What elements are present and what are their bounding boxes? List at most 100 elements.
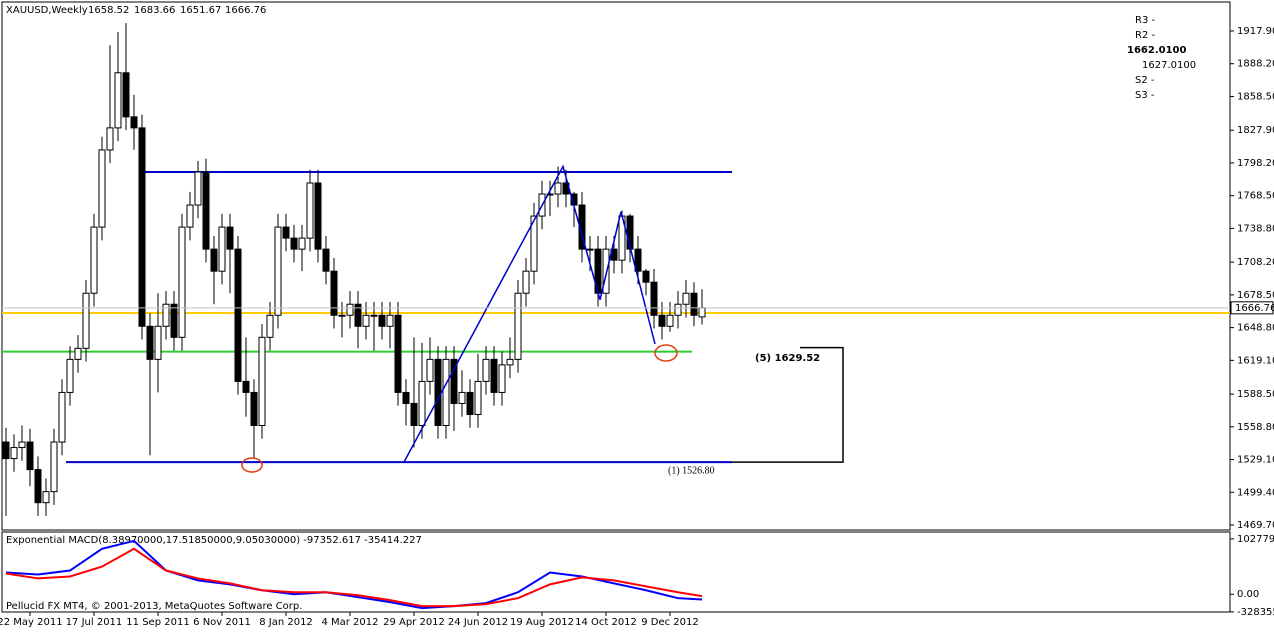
- footer: Pellucid FX MT4, © 2001-2013, MetaQuotes…: [6, 601, 302, 612]
- ohlc-close: 1666.76: [225, 5, 266, 16]
- y-tick-label: 1768.50: [1237, 191, 1274, 202]
- candle-body: [170, 303, 178, 338]
- candle-body: [490, 358, 498, 393]
- candle-body: [122, 72, 130, 118]
- candle-body: [322, 248, 330, 272]
- y-tick-label: 1588.50: [1237, 389, 1274, 400]
- y-tick-label: 1469.70: [1237, 520, 1274, 531]
- candle-body: [26, 441, 34, 471]
- y-tick-label: 1827.90: [1237, 125, 1274, 136]
- candle-body: [378, 314, 386, 327]
- ohlc-high: 1683.66: [134, 5, 175, 16]
- x-tick-label: 22 May 2011: [0, 617, 63, 628]
- candle-body: [530, 215, 538, 272]
- y-tick-label: 1648.80: [1237, 323, 1274, 334]
- candle-body: [586, 248, 594, 251]
- candle-body: [698, 307, 706, 318]
- annotation: (1) 1526.80: [668, 465, 715, 476]
- candle-body: [82, 292, 90, 349]
- candle-body: [474, 380, 482, 415]
- candle-body: [306, 182, 314, 239]
- candle-body: [506, 358, 514, 366]
- candle-body: [146, 325, 154, 360]
- candle-body: [522, 270, 530, 294]
- x-tick-label: 17 Jul 2011: [66, 617, 123, 628]
- y-tick-label: 1499.40: [1237, 487, 1274, 498]
- candle-body: [58, 391, 66, 443]
- x-tick-label: 6 Nov 2011: [193, 617, 251, 628]
- y-tick-label: 1678.50: [1237, 290, 1274, 301]
- pivot-label: 1627.0100: [1142, 60, 1196, 71]
- macd-title: Exponential MACD(8.38970000,17.51850000,…: [6, 535, 422, 546]
- macd-line: [5, 547, 703, 608]
- candle-body: [482, 358, 490, 382]
- candle-body: [330, 270, 338, 316]
- candle-body: [450, 358, 458, 404]
- y-tick-label: 1917.90: [1237, 26, 1274, 37]
- candle-body: [50, 441, 58, 493]
- candle-body: [258, 336, 266, 427]
- y-tick-label: 1708.20: [1237, 257, 1274, 268]
- candle-body: [18, 441, 26, 449]
- pivot-label: 1662.0100: [1127, 45, 1187, 56]
- candle-body: [314, 182, 322, 250]
- candle-body: [226, 226, 234, 250]
- candle-body: [370, 314, 378, 317]
- x-tick-label: 4 Mar 2012: [321, 617, 378, 628]
- candle-body: [458, 391, 466, 404]
- candle-body: [234, 248, 242, 382]
- candle-body: [674, 303, 682, 316]
- candle-body: [410, 402, 418, 427]
- candle-body: [242, 380, 250, 393]
- y-tick-label: 1738.80: [1237, 223, 1274, 234]
- y-tick-label: 1798.20: [1237, 158, 1274, 169]
- x-tick-label: 14 Oct 2012: [575, 617, 637, 628]
- candle-body: [266, 314, 274, 338]
- candle-body: [154, 325, 162, 360]
- pivot-label: R2 -: [1135, 30, 1155, 41]
- candle-body: [298, 237, 306, 250]
- candle-body: [578, 204, 586, 250]
- candle-body: [42, 491, 50, 504]
- candle-body: [642, 270, 650, 283]
- annotation: (5) 1629.52: [755, 353, 820, 364]
- y-tick-label: 1619.10: [1237, 355, 1274, 366]
- candle-body: [514, 292, 522, 360]
- candle-body: [690, 292, 698, 316]
- candle-body: [162, 303, 170, 327]
- candle-body: [498, 364, 506, 393]
- y-tick-label: 1888.20: [1237, 59, 1274, 70]
- candle-body: [402, 391, 410, 404]
- candle-body: [434, 358, 442, 427]
- candle-body: [34, 469, 42, 504]
- candle-body: [98, 149, 106, 228]
- candle-body: [362, 314, 370, 327]
- candle-body: [66, 358, 74, 393]
- x-tick-label: 29 Apr 2012: [383, 617, 445, 628]
- candle-body: [186, 204, 194, 228]
- y-tick-label: 1858.50: [1237, 91, 1274, 102]
- candle-body: [130, 116, 138, 129]
- pivot-label: S2 -: [1135, 75, 1155, 86]
- candle-body: [274, 226, 282, 316]
- candle-body: [346, 303, 354, 316]
- candle-body: [666, 314, 674, 327]
- x-tick-label: 9 Dec 2012: [641, 617, 699, 628]
- candle-body: [602, 248, 610, 294]
- candle-body: [282, 226, 290, 239]
- candle-body: [290, 237, 298, 250]
- macd-tick-label: -328355: [1237, 607, 1274, 618]
- candle-body: [554, 182, 562, 195]
- ohlc-low: 1651.67: [180, 5, 221, 16]
- candle-body: [106, 127, 114, 151]
- candle-body: [114, 72, 122, 129]
- candle-body: [394, 314, 402, 393]
- candle-body: [138, 127, 146, 327]
- candle-body: [466, 391, 474, 415]
- candle-body: [194, 171, 202, 206]
- candle-body: [210, 248, 218, 272]
- macd-frame: [1, 531, 1231, 613]
